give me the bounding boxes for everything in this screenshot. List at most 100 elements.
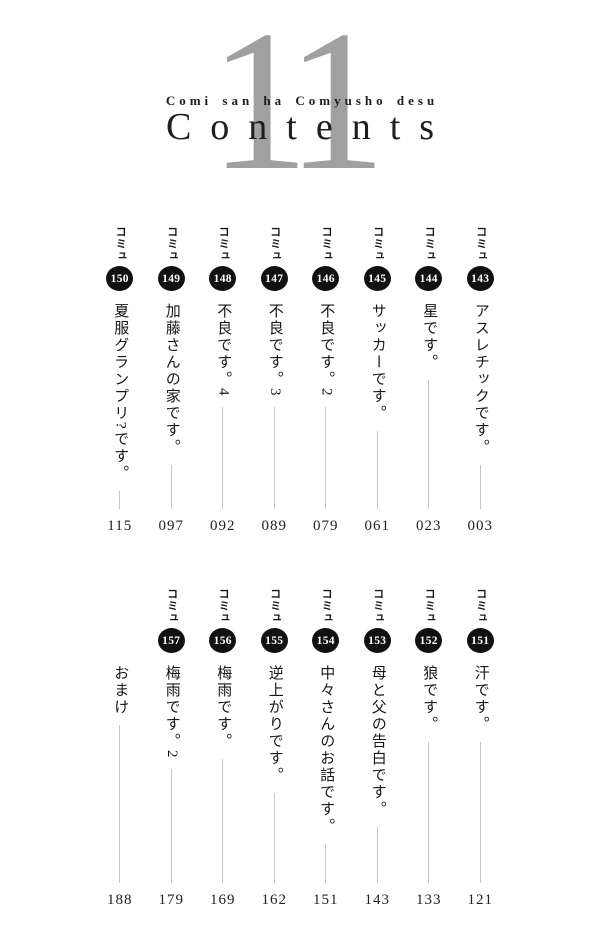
leader-line [273,406,275,509]
episode-number-badge: 154 [312,628,340,653]
page-number: 179 [158,892,184,908]
page-number: 143 [364,892,390,908]
page-number: 188 [107,892,133,908]
series-title-romaji: Comi san ha Comyusho desu [165,93,439,108]
toc-entry: コミュ 150 夏服グランプリ?です。 115 [94,226,146,534]
toc-entry: コミュ 147 不良です。3 089 [249,226,301,534]
episode-title: 不良です。4 [215,303,232,398]
episode-title: サッカーです。 [369,303,386,422]
leader-line [479,465,481,509]
toc-entry: コミュ 154 中々さんのお話です。 151 [300,588,352,908]
komyu-label: コミュ [268,588,281,624]
page-number: 151 [313,892,339,908]
komyu-label: コミュ [474,588,487,624]
volume-number: 11 [209,0,387,212]
episode-number-badge: 152 [415,628,443,653]
page-number: 097 [158,518,184,534]
leader-line [222,406,224,509]
episode-title: 梅雨です。 [215,665,232,750]
leader-line [325,844,327,883]
leader-line [119,490,121,509]
leader-line [325,406,327,509]
episode-number-badge: 147 [260,266,288,291]
toc-row-bottom: コミュ おまけ 188 コミュ 157 梅雨です。2 179 コミュ 156 梅… [94,588,506,908]
episode-title: 不良です。3 [266,303,283,398]
episode-number-badge: 145 [363,266,391,291]
komyu-label: コミュ [423,588,436,624]
leader-line [222,759,224,883]
toc-entry: コミュ 146 不良です。2 079 [300,226,352,534]
episode-title: 不良です。2 [318,303,335,398]
page-number: 133 [416,892,442,908]
leader-line [170,465,172,509]
episode-title: おまけ [112,665,129,716]
episode-title: 夏服グランプリ?です。 [112,303,129,482]
komyu-label: コミュ [165,226,178,262]
page-number: 089 [261,518,287,534]
toc-entry: コミュ 153 母と父の告白です。 143 [352,588,404,908]
toc-entry: コミュ 149 加藤さんの家です。 097 [146,226,198,534]
episode-title: 狼です。 [421,665,438,733]
leader-line [376,431,378,509]
toc-entry: コミュ 156 梅雨です。 169 [197,588,249,908]
episode-number-badge: 146 [312,266,340,291]
toc-entry: コミュ 152 狼です。 133 [403,588,455,908]
leader-line [119,725,121,883]
toc-row-top: コミュ 150 夏服グランプリ?です。 115 コミュ 149 加藤さんの家です… [94,226,506,534]
toc-entry: コミュ 157 梅雨です。2 179 [146,588,198,908]
episode-title: 逆上がりです。 [266,665,283,784]
komyu-label: コミュ [320,588,333,624]
komyu-label: コミュ [268,226,281,262]
komyu-label: コミュ [217,588,230,624]
page-number: 092 [210,518,236,534]
page-number: 079 [313,518,339,534]
komyu-label: コミュ [114,226,127,262]
toc-entry: コミュ 145 サッカーです。 061 [352,226,404,534]
toc-entry: コミュ 143 アスレチックです。 003 [455,226,507,534]
toc-entry: コミュ 155 逆上がりです。 162 [249,588,301,908]
komyu-label: コミュ [371,226,384,262]
page-number: 115 [107,518,133,534]
episode-number-badge: 151 [466,628,494,653]
komyu-label: コミュ [320,226,333,262]
episode-title: 梅雨です。2 [163,665,180,760]
episode-title: 加藤さんの家です。 [163,303,180,456]
page-number: 003 [467,518,493,534]
episode-number-badge: 149 [157,266,185,291]
leader-line [170,768,172,883]
episode-title: アスレチックです。 [472,303,489,456]
toc-entry: コミュ 144 星です。 023 [403,226,455,534]
toc-entry: コミュ 148 不良です。4 092 [197,226,249,534]
leader-line [479,742,481,883]
episode-title: 星です。 [421,303,438,371]
page-number: 121 [467,892,493,908]
komyu-label: コミュ [371,588,384,624]
leader-line [428,742,430,883]
komyu-label: コミュ [165,588,178,624]
episode-number-badge: 148 [209,266,237,291]
header: 11 Comi san ha Comyusho desu Contents [0,0,600,215]
komyu-label: コミュ [423,226,436,262]
komyu-label: コミュ [217,226,230,262]
toc-entry: コミュ おまけ 188 [94,588,146,908]
episode-title: 中々さんのお話です。 [318,665,335,835]
episode-number-badge: 155 [260,628,288,653]
page-number: 023 [416,518,442,534]
page-number: 169 [210,892,236,908]
episode-title: 汗です。 [472,665,489,733]
episode-number-badge: 144 [415,266,443,291]
episode-number-badge: 153 [363,628,391,653]
leader-line [273,793,275,883]
episode-number-badge: 157 [157,628,185,653]
page-number: 162 [261,892,287,908]
leader-line [428,380,430,509]
episode-number-badge: 143 [466,266,494,291]
contents-title: Contents [165,106,454,148]
episode-title: 母と父の告白です。 [369,665,386,818]
episode-number-badge: 156 [209,628,237,653]
episode-number-badge: 150 [106,266,134,291]
page-number: 061 [364,518,390,534]
komyu-label: コミュ [474,226,487,262]
toc-entry: コミュ 151 汗です。 121 [455,588,507,908]
